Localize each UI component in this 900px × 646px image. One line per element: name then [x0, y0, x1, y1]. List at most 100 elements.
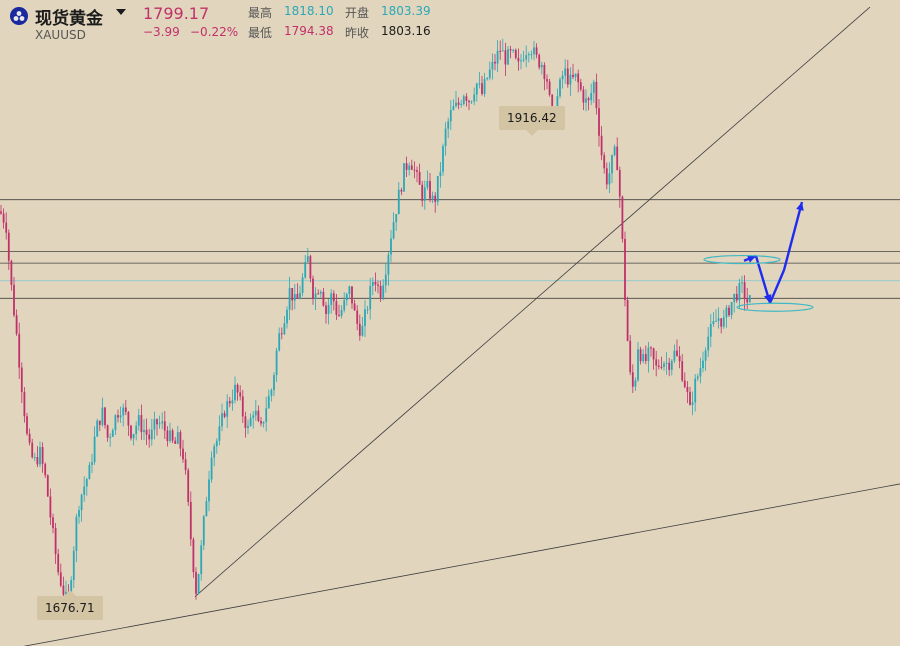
candle-body [384, 274, 387, 286]
candle-body [49, 496, 52, 518]
trendline [194, 6, 871, 597]
candle-body [124, 407, 127, 412]
arrowhead-icon [747, 255, 756, 263]
candle-body [226, 401, 229, 417]
candle-body [637, 349, 639, 381]
candle-body [600, 135, 603, 156]
candle-body [722, 317, 725, 327]
candle-body [0, 211, 2, 214]
candle-body [525, 55, 528, 60]
candle-body [460, 103, 463, 105]
candle-body [408, 165, 411, 170]
candle-body [296, 293, 299, 299]
candle-body [106, 425, 109, 438]
candle-body [275, 350, 278, 376]
candle-body [652, 348, 655, 360]
candle-body [327, 304, 330, 314]
candle-body [691, 402, 694, 405]
candle-body [174, 440, 177, 444]
candle-body [572, 74, 574, 77]
candle-body [616, 146, 619, 171]
low-value: 1794.38 [284, 24, 334, 38]
candle-body [241, 396, 244, 417]
candle-body [512, 49, 515, 51]
candle-body [312, 278, 314, 299]
candle-body [353, 303, 356, 311]
candle-body [130, 425, 132, 439]
candle-body [208, 479, 210, 502]
symbol-code: XAUUSD [35, 28, 86, 42]
candle-body [699, 368, 702, 377]
candle-body [335, 301, 338, 315]
candle-body [288, 288, 291, 310]
candle-body [676, 350, 678, 356]
candle-body [54, 528, 57, 554]
candle-body [725, 307, 728, 318]
candle-body [431, 195, 434, 199]
candle-body [644, 354, 647, 361]
candle-body [358, 323, 361, 336]
candle-body [213, 446, 216, 458]
candle-body [517, 58, 520, 62]
candle-body [195, 572, 197, 594]
candle-body [668, 362, 671, 370]
candle-body [280, 333, 283, 335]
candle-body [218, 426, 221, 441]
candle-body [330, 293, 333, 305]
candle-body [629, 340, 632, 373]
candle-body [145, 429, 148, 435]
candle-body [205, 501, 208, 517]
candle-body [413, 169, 416, 171]
candle-body [143, 429, 145, 433]
candle-body [605, 168, 608, 185]
candle-body [423, 187, 426, 201]
candle-body [122, 407, 125, 416]
candle-body [509, 49, 512, 51]
candle-body [78, 510, 80, 517]
candle-body [304, 261, 307, 278]
candle-body [119, 415, 122, 418]
chevron-down-icon[interactable] [116, 9, 126, 15]
candle-body [561, 75, 564, 80]
arrowhead-icon [796, 202, 804, 211]
high-label: 最高 [248, 6, 273, 20]
candle-body [494, 61, 496, 64]
candle-body [7, 232, 10, 261]
candle-body [111, 430, 114, 437]
candle-body [416, 170, 418, 172]
candle-body [559, 79, 561, 97]
candle-body [26, 416, 28, 434]
prev-close-label: 昨收 [345, 26, 370, 40]
candle-body [374, 281, 377, 285]
candle-body [639, 349, 642, 362]
candle-body [478, 83, 481, 85]
candle-body [15, 315, 18, 334]
candle-body [254, 410, 257, 416]
candle-body [452, 106, 455, 111]
candle-body [720, 318, 723, 327]
projection-arrow-line [768, 269, 786, 304]
candle-body [70, 580, 73, 596]
candle-body [161, 421, 164, 424]
candle-body [265, 408, 268, 422]
candle-body [169, 430, 171, 442]
candle-body [345, 293, 348, 301]
candle-body [221, 413, 223, 427]
candle-body [59, 572, 62, 586]
candle-body [377, 284, 379, 286]
candle-body [733, 293, 736, 303]
candle-body [140, 415, 143, 433]
candle-body [166, 430, 169, 442]
candle-body [150, 429, 153, 440]
candle-body [577, 73, 580, 83]
candle-body [546, 79, 548, 82]
candle-body [41, 447, 44, 464]
candle-body [247, 425, 249, 428]
candle-body [137, 415, 140, 426]
symbol-name[interactable]: 现货黄金 [35, 9, 103, 29]
candle-body [18, 333, 21, 368]
candle-body [491, 61, 494, 70]
candle-body [46, 475, 49, 497]
candle-body [309, 256, 312, 279]
